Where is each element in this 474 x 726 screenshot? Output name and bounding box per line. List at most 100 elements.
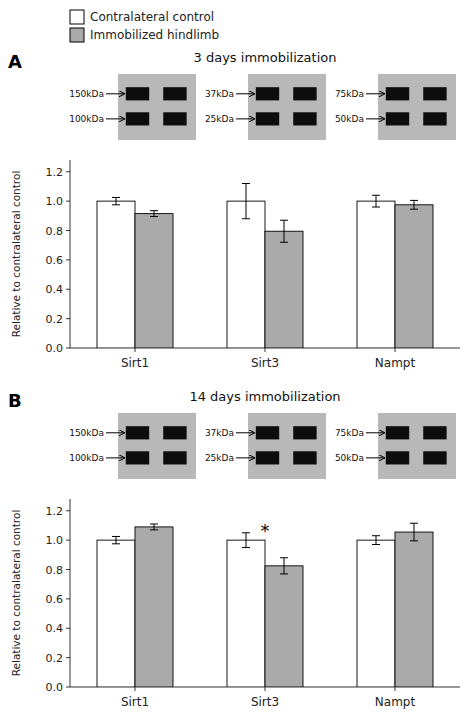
blot-label: 25kDa <box>205 453 234 463</box>
x-tick-label: Sirt3 <box>251 695 279 709</box>
blot-label: 50kDa <box>335 114 364 124</box>
y-axis: 0.00.20.40.60.81.01.2 <box>46 499 71 694</box>
blot-arrow <box>236 118 254 119</box>
error-cap <box>150 216 158 217</box>
bar <box>227 540 265 687</box>
x-tick <box>395 687 396 691</box>
bar <box>395 532 433 687</box>
panel: 3 days immobilizationA150kDa100kDa37kDa2… <box>8 50 460 370</box>
blot-label: 100kDa <box>69 114 104 124</box>
error-bar <box>372 195 380 207</box>
blot <box>118 413 196 479</box>
blot <box>248 74 326 140</box>
error-cap <box>280 220 288 221</box>
blot-band <box>423 451 446 464</box>
error-cap <box>410 540 418 541</box>
error-line <box>154 524 155 530</box>
blot-band <box>126 112 149 125</box>
y-tick-label: 0.6 <box>46 593 64 606</box>
bar <box>357 201 395 348</box>
legend-label: Contralateral control <box>90 10 214 24</box>
error-bar <box>112 197 120 204</box>
bar <box>97 201 135 348</box>
significance-marker: * <box>261 520 270 541</box>
error-line <box>116 536 117 543</box>
legend-swatch <box>70 10 84 24</box>
error-bar <box>150 211 158 217</box>
panel-letter: A <box>8 51 22 72</box>
blot-band <box>163 87 186 100</box>
y-tick-label: 1.0 <box>46 195 64 208</box>
error-cap <box>150 523 158 524</box>
error-cap <box>112 543 120 544</box>
bars <box>97 184 433 349</box>
bar <box>227 201 265 348</box>
blot-band <box>386 87 409 100</box>
legend: Contralateral controlImmobilized hindlim… <box>70 10 219 42</box>
bar <box>265 231 303 348</box>
error-cap <box>372 207 380 208</box>
error-cap <box>112 204 120 205</box>
legend-swatch <box>70 28 84 42</box>
x-tick <box>135 348 136 352</box>
blot-label: 150kDa <box>69 428 104 438</box>
error-bar <box>410 200 418 209</box>
x-tick-label: Nampt <box>375 695 416 709</box>
blot-band <box>423 426 446 439</box>
y-tick-label: 0.8 <box>46 225 64 238</box>
blot-arrow <box>366 93 384 94</box>
blot-arrow <box>106 93 124 94</box>
error-bar <box>112 536 120 543</box>
bars <box>97 523 433 687</box>
error-line <box>284 220 285 242</box>
error-cap <box>410 523 418 524</box>
blot-band <box>256 112 279 125</box>
y-tick-label: 0.2 <box>46 652 64 665</box>
y-tick-label: 0.4 <box>46 622 64 635</box>
x-tick-label: Sirt1 <box>121 695 149 709</box>
y-tick-label: 0.0 <box>46 342 64 355</box>
error-line <box>284 558 285 574</box>
y-tick <box>66 687 70 688</box>
blot-arrow <box>366 432 384 433</box>
blot-band <box>293 112 316 125</box>
error-cap <box>242 532 250 533</box>
y-tick <box>66 171 70 172</box>
error-cap <box>372 535 380 536</box>
blot-arrow <box>366 118 384 119</box>
x-tick-label: Sirt3 <box>251 356 279 370</box>
error-line <box>376 195 377 207</box>
blot <box>378 74 456 140</box>
error-bar <box>372 536 380 545</box>
x-tick <box>265 348 266 352</box>
y-axis-label: Relative to contralateral control <box>10 171 22 338</box>
blot-band <box>386 451 409 464</box>
blot-band <box>386 426 409 439</box>
x-tick <box>265 687 266 691</box>
bar <box>135 214 173 348</box>
error-cap <box>280 557 288 558</box>
y-tick <box>66 540 70 541</box>
y-tick-label: 0.0 <box>46 681 64 694</box>
blot-band <box>423 87 446 100</box>
y-tick <box>66 289 70 290</box>
bar <box>395 205 433 348</box>
y-axis-line <box>70 499 71 687</box>
x-tick <box>135 687 136 691</box>
blot-arrow <box>236 432 254 433</box>
blot-band <box>163 112 186 125</box>
error-cap <box>150 210 158 211</box>
error-cap <box>280 242 288 243</box>
y-tick-label: 1.0 <box>46 534 64 547</box>
blot-band <box>163 426 186 439</box>
figure: Contralateral controlImmobilized hindlim… <box>0 0 474 726</box>
panel-letter: B <box>8 390 22 411</box>
error-bar <box>410 523 418 541</box>
blot-band <box>423 112 446 125</box>
error-cap <box>372 195 380 196</box>
blot-band <box>126 426 149 439</box>
blot-band <box>256 451 279 464</box>
error-cap <box>112 536 120 537</box>
x-tick <box>395 348 396 352</box>
error-line <box>414 523 415 541</box>
